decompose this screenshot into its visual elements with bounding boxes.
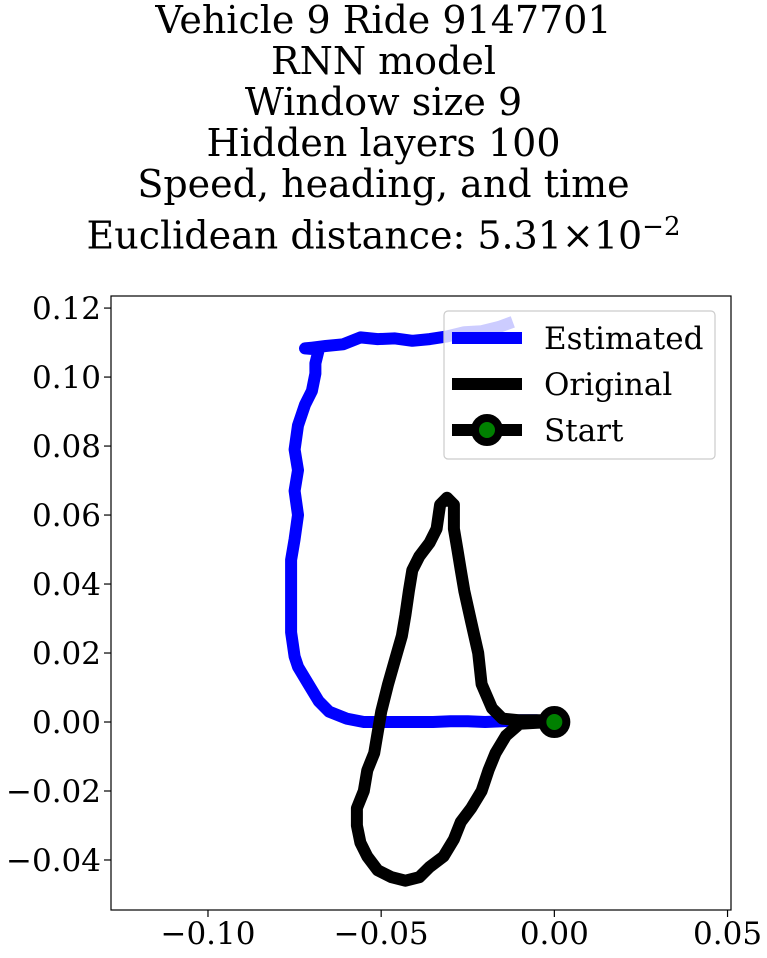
legend: Estimated Original Start — [443, 310, 716, 460]
legend-start-marker — [471, 414, 503, 446]
title-line-6: Euclidean distance: 5.31×10−2 — [0, 207, 767, 256]
y-tick-label: −0.02 — [6, 774, 101, 810]
y-tick-label: 0.12 — [32, 291, 101, 327]
series-original-line — [350, 491, 556, 887]
title-line-3: Window size 9 — [244, 80, 523, 124]
y-tick-label: 0.02 — [32, 636, 101, 672]
legend-start-label: Start — [544, 413, 624, 449]
title-metric-label: Euclidean distance: — [86, 213, 478, 258]
x-axis: −0.10 −0.05 0.00 0.05 — [160, 910, 762, 952]
title-metric-times: × — [561, 213, 594, 258]
y-tick-label: 0.06 — [32, 498, 101, 534]
legend-box — [443, 310, 716, 460]
chart-title: Vehicle 9 Ride 9147701 RNN model Window … — [0, 0, 767, 256]
plot-frame — [110, 295, 732, 911]
title-line-2: RNN model — [270, 39, 497, 83]
title-line-1: Vehicle 9 Ride 9147701 — [155, 0, 612, 42]
y-axis: 0.12 0.10 0.08 0.06 0.04 0.02 0.00 −0.02 −0.04 — [6, 291, 111, 879]
x-tick-label: 0.05 — [693, 916, 762, 952]
legend-original-label: Original — [544, 367, 672, 403]
y-tick-label: 0.08 — [32, 429, 101, 465]
legend-estimated-label: Estimated — [544, 321, 703, 357]
title-metric-exponent: −2 — [642, 212, 681, 242]
title-metric-base: 10 — [593, 213, 643, 258]
title-line-5: Speed, heading, and time — [137, 162, 630, 206]
y-tick-label: −0.04 — [6, 843, 101, 879]
x-tick-label: −0.05 — [334, 916, 429, 952]
series-start-marker — [538, 706, 571, 739]
x-tick-label: 0.00 — [520, 916, 589, 952]
title-metric-mantissa: 5.31 — [477, 213, 562, 258]
y-tick-label: 0.00 — [32, 705, 101, 741]
title-line-4: Hidden layers 100 — [206, 121, 561, 165]
x-tick-label: −0.10 — [160, 916, 255, 952]
series-layer — [285, 316, 571, 887]
y-tick-label: 0.10 — [32, 360, 101, 396]
series-estimated-line — [285, 316, 555, 728]
y-tick-label: 0.04 — [32, 567, 101, 603]
